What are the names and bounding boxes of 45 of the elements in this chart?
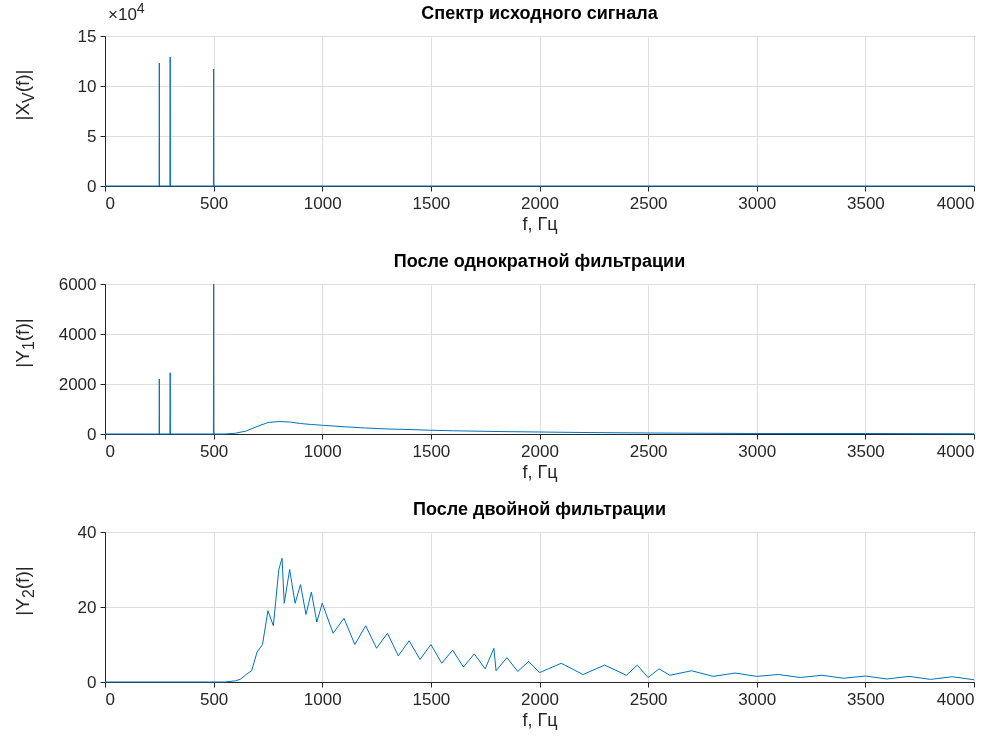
y-tick-label: 2000 [58, 374, 97, 394]
x-tick-label: 0 [105, 193, 115, 213]
x-axis-title: f, Гц [522, 213, 558, 234]
x-tick-label: 0 [105, 689, 115, 709]
x-tick-label: 2500 [629, 441, 668, 461]
text: ×10$^{4}$ [108, 0, 145, 25]
x-tick-label: 2500 [629, 689, 668, 709]
y-tick-label: 0 [87, 672, 97, 692]
y-tick-label: 40 [77, 522, 97, 542]
y-tick-label: 15 [77, 26, 97, 46]
x-tick-label: 3500 [846, 689, 885, 709]
x-tick-label: 0 [105, 441, 115, 461]
y-tick-label: 0 [87, 424, 97, 444]
x-tick-label: 500 [199, 441, 229, 461]
chart-title: После двойной фильтрации [413, 499, 666, 519]
x-tick-label: 500 [199, 193, 229, 213]
y-tick-label: 10 [77, 76, 97, 96]
x-tick-label: 3500 [846, 193, 885, 213]
chart-title: Спектр исходного сигнала [421, 3, 659, 23]
x-axis-title: f, Гц [522, 461, 558, 482]
x-tick-label: 1500 [412, 193, 451, 213]
x-tick-label: 3000 [738, 441, 777, 461]
x-tick-label: 1500 [412, 689, 451, 709]
y-tick-label: 5 [87, 126, 97, 146]
chart-title: После однократной фильтрации [393, 251, 686, 271]
x-tick-label: 3500 [846, 441, 885, 461]
x-tick-label: 3000 [738, 193, 777, 213]
x-tick-label: 4000 [936, 193, 975, 213]
x-axis-title: f, Гц [522, 709, 558, 730]
x-tick-label: 1500 [412, 441, 451, 461]
x-tick-label: 500 [199, 689, 229, 709]
x-tick-label: 4000 [936, 689, 975, 709]
x-tick-label: 2500 [629, 193, 668, 213]
y-tick-label: 0 [87, 176, 97, 196]
x-tick-label: 2000 [521, 193, 559, 213]
x-tick-label: 1000 [303, 193, 342, 213]
x-tick-label: 1000 [303, 689, 342, 709]
x-tick-label: 2000 [521, 689, 559, 709]
x-tick-label: 1000 [303, 441, 342, 461]
y-tick-label: 6000 [58, 274, 97, 294]
x-tick-label: 3000 [738, 689, 777, 709]
y-tick-label: 20 [77, 597, 97, 617]
y-tick-label: 4000 [58, 324, 97, 344]
x-tick-label: 4000 [936, 441, 975, 461]
x-tick-label: 2000 [521, 441, 559, 461]
